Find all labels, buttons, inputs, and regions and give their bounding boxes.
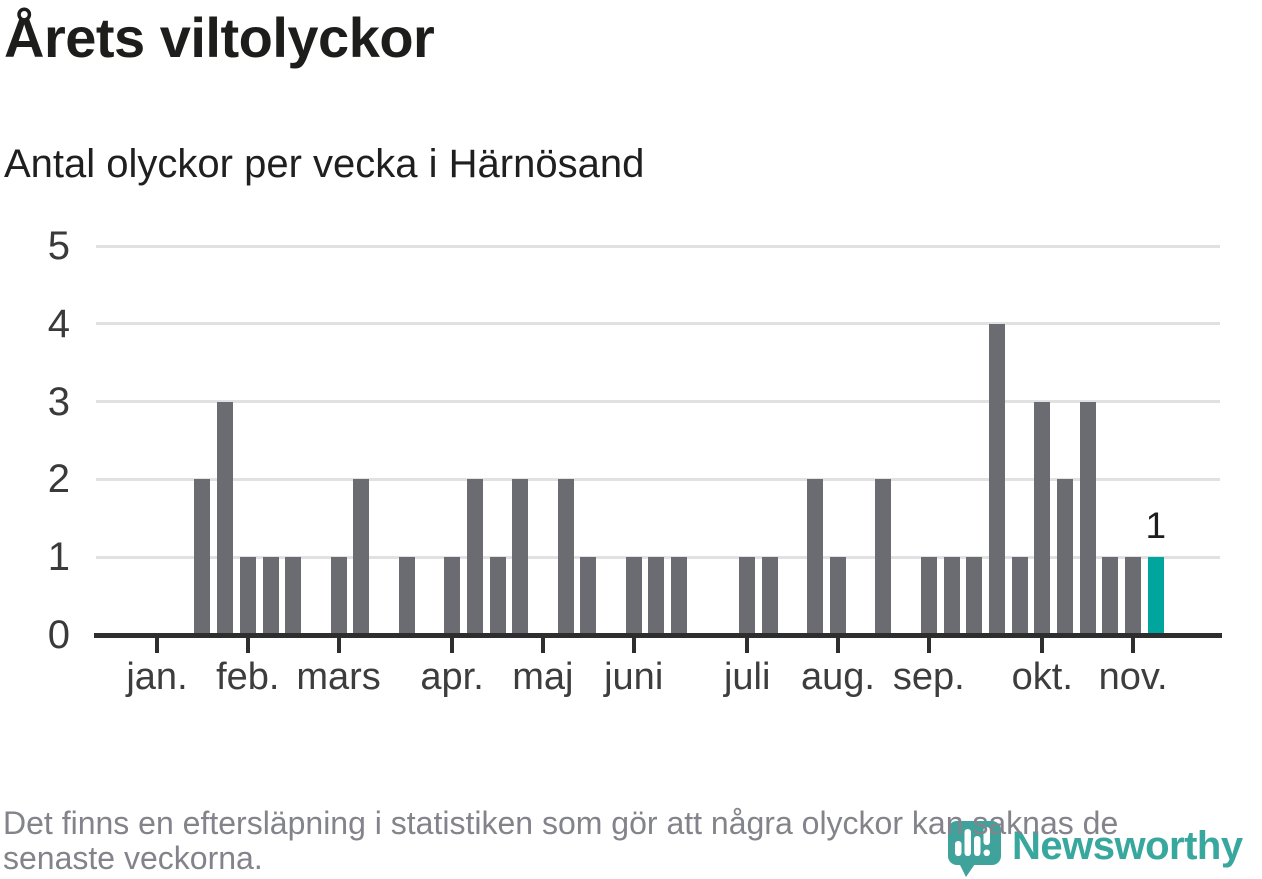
bar-week-30 — [761, 557, 778, 635]
gridline-y-5 — [96, 244, 1220, 248]
x-tick-juni — [631, 638, 636, 653]
footnote-line1: Det finns en eftersläpning i statistiken… — [3, 805, 1119, 841]
x-tick-label-feb: feb. — [216, 656, 280, 698]
bar-week-25 — [648, 557, 665, 635]
gridline-y-4 — [96, 322, 1220, 326]
bar-week-43 — [1057, 479, 1073, 635]
gridline-y-3 — [96, 400, 1220, 404]
newsworthy-logo: Newsworthy — [946, 816, 1243, 879]
bar-week-44 — [1079, 401, 1096, 635]
brand-name: Newsworthy — [1012, 824, 1243, 868]
bar-week-17 — [466, 479, 483, 635]
x-tick-label-maj: maj — [512, 656, 574, 698]
page-title: Årets viltolyckor — [4, 6, 435, 69]
x-tick-label-juli: juli — [723, 656, 771, 698]
x-tick-label-jan: jan. — [126, 656, 188, 698]
bar-week-7 — [239, 557, 256, 635]
y-tick-label-3: 3 — [47, 379, 70, 424]
bar-week-9 — [285, 557, 302, 635]
x-tick-sep — [926, 638, 931, 653]
y-tick-label-5: 5 — [47, 224, 70, 269]
bar-week-46 — [1125, 557, 1142, 635]
bar-week-39 — [966, 557, 983, 635]
x-axis-line — [94, 633, 1222, 638]
bar-week-8 — [262, 557, 279, 635]
bar-week-41 — [1011, 557, 1028, 635]
speech-bubble-bar-chart-icon — [946, 816, 1004, 879]
bar-week-40 — [988, 323, 1005, 635]
bar-week-45 — [1102, 557, 1119, 635]
x-tick-feb — [245, 638, 250, 653]
x-tick-mars — [336, 638, 341, 653]
bar-week-21 — [557, 479, 574, 635]
bar-week-38 — [943, 557, 960, 635]
bar-week-37 — [920, 557, 937, 635]
y-tick-label-1: 1 — [47, 535, 70, 580]
x-tick-label-okt: okt. — [1011, 656, 1073, 698]
bar-week-highlight — [1147, 557, 1164, 635]
bar-week-19 — [512, 479, 529, 635]
bar-week-14 — [398, 557, 415, 635]
x-tick-apr — [450, 638, 455, 653]
bar-week-22 — [580, 557, 597, 635]
bar-week-11 — [330, 557, 347, 635]
bar-week-32 — [807, 479, 824, 635]
bar-week-24 — [625, 557, 642, 635]
y-tick-label-4: 4 — [47, 301, 70, 346]
x-tick-label-sep: sep. — [892, 656, 965, 698]
bar-week-35 — [875, 479, 892, 635]
footnote-line2: senaste veckorna. — [3, 840, 263, 876]
x-tick-label-aug: aug. — [801, 656, 875, 698]
x-tick-jan — [155, 638, 159, 653]
chart-subtitle: Antal olyckor per vecka i Härnösand — [4, 142, 645, 186]
bar-week-33 — [830, 557, 846, 635]
bar-week-6 — [217, 401, 234, 635]
bar-week-42 — [1034, 401, 1051, 635]
bar-week-5 — [194, 479, 211, 635]
x-tick-nov — [1131, 638, 1136, 653]
bar-week-16 — [444, 557, 461, 635]
bar-week-12 — [353, 479, 370, 635]
x-tick-label-nov: nov. — [1098, 656, 1168, 698]
x-tick-label-apr: apr. — [420, 656, 484, 698]
footnote: Det finns en eftersläpning i statistiken… — [3, 806, 1262, 876]
y-tick-label-0: 0 — [47, 613, 70, 657]
x-tick-label-mars: mars — [296, 656, 381, 698]
x-tick-aug — [836, 638, 840, 653]
y-tick-label-2: 2 — [47, 457, 70, 502]
bar-week-29 — [739, 557, 756, 635]
last-bar-value-label: 1 — [1145, 505, 1167, 547]
x-tick-juli — [745, 638, 750, 653]
gridline-y-2 — [96, 477, 1220, 481]
x-tick-maj — [540, 638, 545, 653]
x-tick-okt — [1040, 638, 1045, 653]
bar-week-26 — [671, 557, 688, 635]
x-tick-label-juni: juni — [604, 656, 664, 698]
bar-week-18 — [489, 557, 506, 635]
